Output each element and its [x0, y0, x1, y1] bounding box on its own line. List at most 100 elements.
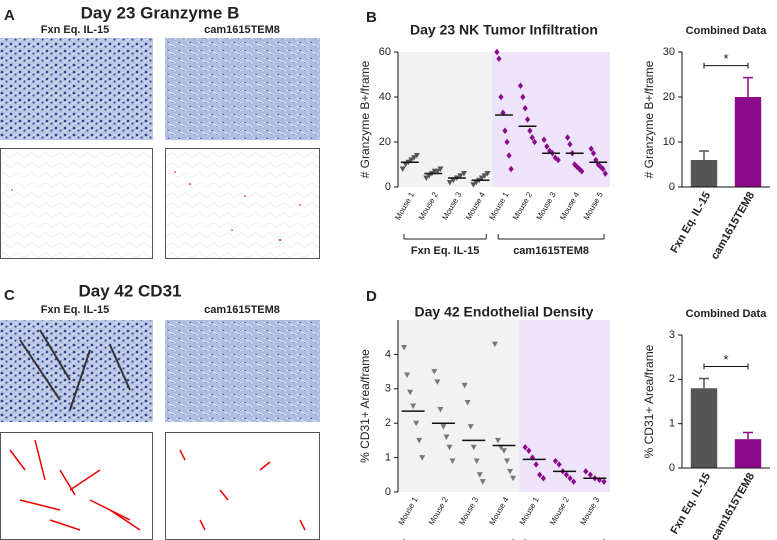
x-tick-label: Mouse 2	[548, 495, 571, 527]
mask-spots	[9, 439, 306, 531]
data-point	[524, 116, 531, 123]
data-point	[449, 458, 456, 465]
x-tick-label: Mouse 3	[535, 190, 558, 222]
data-point	[470, 444, 477, 451]
data-point	[404, 372, 411, 379]
panel-letter: A	[4, 7, 15, 24]
data-point	[479, 479, 486, 485]
significance-label: *	[723, 352, 728, 367]
data-point	[571, 478, 577, 485]
x-tick-label: Mouse 1	[393, 190, 416, 222]
data-point	[460, 171, 467, 177]
x-tick-label: Fxn Eq. IL-15	[668, 471, 713, 536]
data-point	[579, 168, 585, 175]
data-point	[434, 168, 441, 175]
mask-spots	[11, 171, 301, 241]
data-point	[402, 162, 409, 168]
data-point	[517, 82, 524, 89]
data-point	[423, 175, 430, 181]
y-tick-label: 20	[379, 136, 391, 148]
y-tick-label: 2	[385, 417, 391, 429]
y-axis-label: % CD31+ Area/frame	[642, 344, 656, 458]
data-point	[407, 389, 414, 396]
group-label: Fxn Eq. IL-15	[411, 245, 479, 257]
x-tick-label: Mouse 3	[578, 495, 601, 527]
data-point	[506, 152, 512, 159]
data-point	[413, 420, 420, 427]
y-axis-label: % CD31+ Area/frame	[358, 349, 372, 463]
y-tick-label: 0	[385, 486, 391, 498]
data-point	[576, 165, 582, 173]
column-label: cam1615TEM8	[204, 304, 280, 316]
data-point	[504, 138, 510, 146]
data-point	[419, 455, 426, 461]
data-point	[574, 163, 580, 170]
data-point	[496, 55, 502, 62]
data-point	[556, 461, 562, 468]
data-point	[413, 153, 420, 159]
x-tick-label: Mouse 3	[440, 190, 463, 222]
data-point	[446, 444, 453, 451]
significance-bracket	[703, 363, 749, 370]
data-point	[526, 447, 532, 454]
micrograph	[0, 38, 153, 140]
data-point	[588, 145, 594, 152]
data-point	[401, 345, 408, 351]
column-label: Fxn Eq. IL-15	[41, 24, 109, 36]
data-point	[567, 475, 573, 482]
data-point	[484, 171, 491, 177]
group-background	[398, 320, 520, 492]
data-point	[457, 173, 464, 179]
data-point	[541, 136, 547, 143]
micrograph	[0, 320, 153, 422]
data-point	[481, 173, 488, 179]
x-tick-label: Mouse 1	[518, 495, 541, 527]
data-point	[552, 154, 558, 161]
data-point	[529, 134, 535, 141]
panel-letter: B	[366, 9, 377, 26]
micrograph	[165, 38, 320, 140]
column-label: cam1615TEM8	[204, 24, 280, 36]
data-point	[587, 471, 593, 478]
data-point	[583, 468, 589, 475]
data-point	[508, 165, 514, 173]
panel-title: Day 23 Granzyme B	[81, 3, 240, 22]
error-bar	[699, 377, 709, 389]
data-point	[431, 369, 438, 375]
data-point	[600, 165, 606, 173]
group-background	[398, 52, 493, 187]
data-point	[410, 403, 417, 409]
x-tick-label: Mouse 1	[487, 190, 510, 222]
significance-bracket	[703, 62, 749, 69]
y-tick-label: 20	[663, 91, 675, 103]
data-point	[507, 468, 514, 475]
x-tick-label: Mouse 1	[397, 495, 420, 527]
data-point	[565, 134, 571, 141]
data-point	[593, 156, 599, 164]
data-point	[476, 472, 483, 478]
mask-image	[165, 432, 320, 540]
data-point	[504, 458, 511, 465]
group-background	[519, 320, 610, 492]
group-label: cam1615TEM8	[513, 245, 589, 257]
bar	[734, 97, 762, 187]
x-tick-label: cam1615TEM8	[709, 190, 757, 262]
data-point	[540, 475, 546, 482]
y-axis-label: # Granzyme B+/frame	[642, 60, 656, 178]
data-point	[440, 424, 447, 430]
data-point	[473, 458, 480, 465]
y-tick-label: 0	[669, 462, 675, 474]
y-tick-label: 60	[379, 46, 391, 58]
data-point	[597, 163, 604, 170]
data-point	[491, 341, 498, 348]
data-point	[399, 166, 406, 172]
data-point	[473, 180, 480, 186]
data-point	[532, 138, 538, 146]
chart-title: Combined Data	[686, 25, 768, 37]
data-point	[522, 444, 528, 451]
data-point	[527, 127, 533, 134]
data-point	[494, 437, 501, 444]
data-point	[567, 141, 573, 148]
x-tick-label: Mouse 4	[487, 495, 510, 527]
